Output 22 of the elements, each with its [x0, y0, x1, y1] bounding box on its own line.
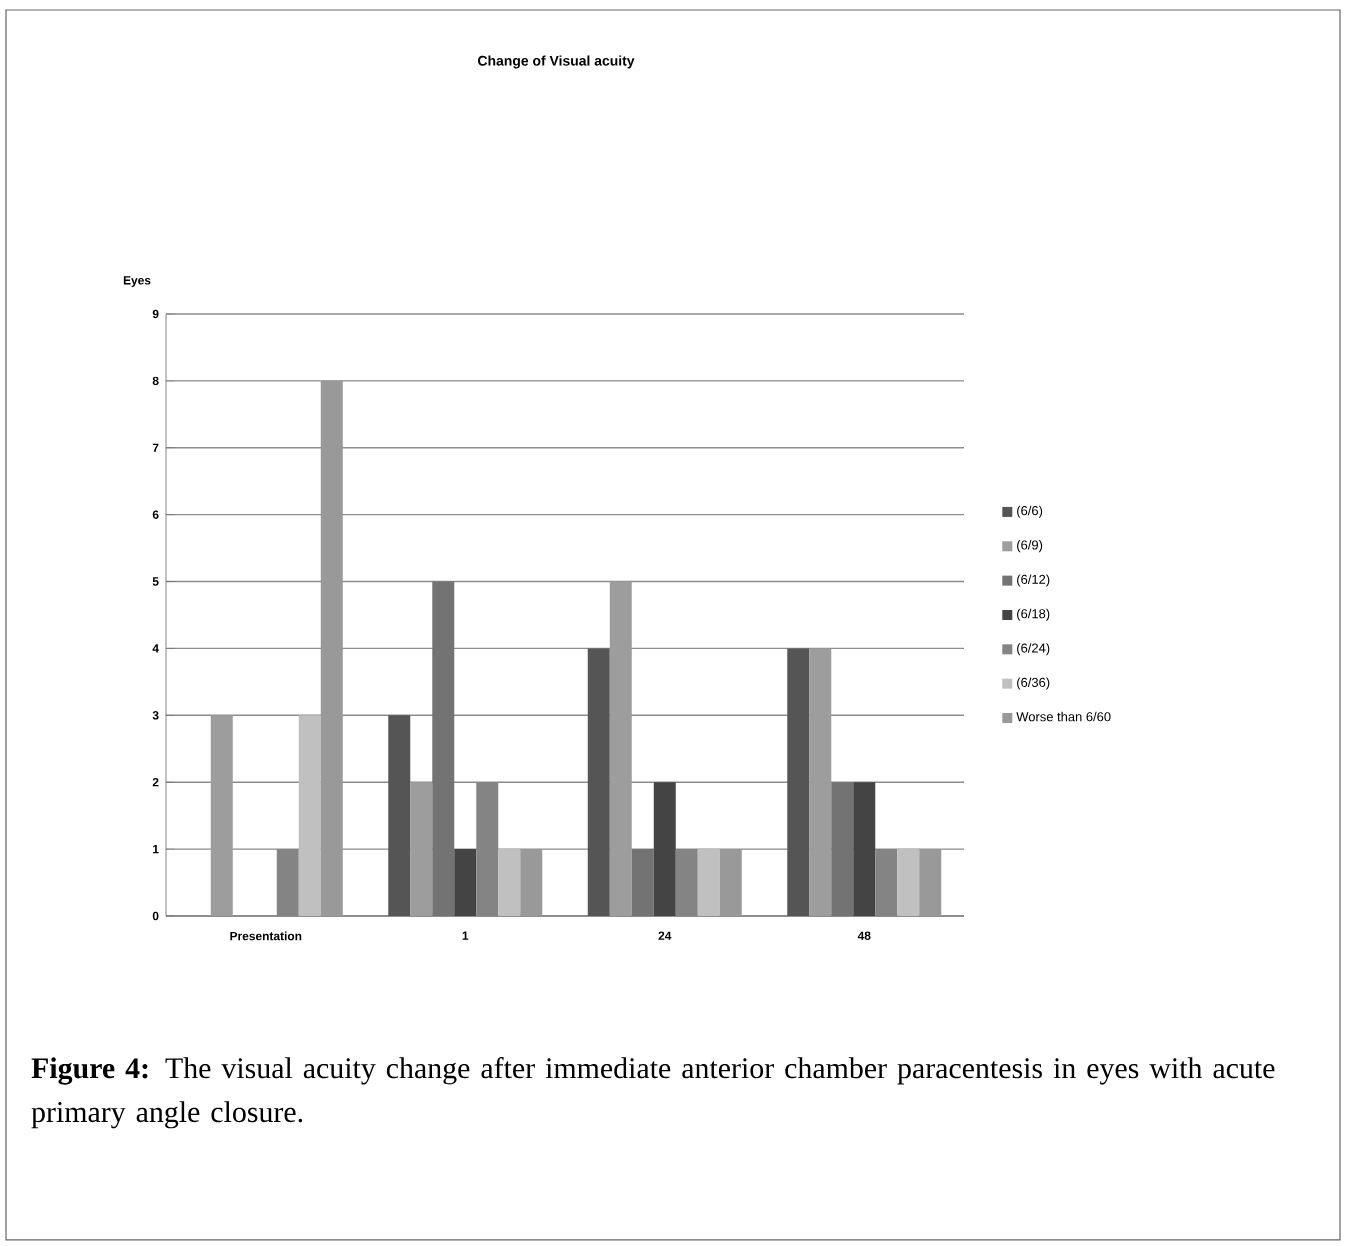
- bar: [787, 648, 810, 916]
- bar: [831, 782, 854, 916]
- bar: [410, 782, 433, 916]
- bar: [587, 648, 610, 916]
- bar: [432, 581, 455, 916]
- bar: [809, 648, 832, 916]
- bar: [498, 849, 521, 916]
- bar: [719, 849, 742, 916]
- bar: [631, 849, 654, 916]
- bar: [520, 849, 543, 916]
- bar: [388, 715, 411, 916]
- bar: [853, 782, 876, 916]
- bar: [454, 849, 477, 916]
- bar: [897, 849, 920, 916]
- bar: [320, 380, 343, 916]
- bar: [697, 849, 720, 916]
- bar: [298, 715, 321, 916]
- bar: [653, 782, 676, 916]
- bar: [919, 849, 942, 916]
- bar: [210, 715, 233, 916]
- text: Figure 4: The visual acuity change after immediate anterior chamber paracentesis in eyes with acute primary angle closure.: [31, 1057, 1275, 1129]
- bar: [609, 581, 632, 916]
